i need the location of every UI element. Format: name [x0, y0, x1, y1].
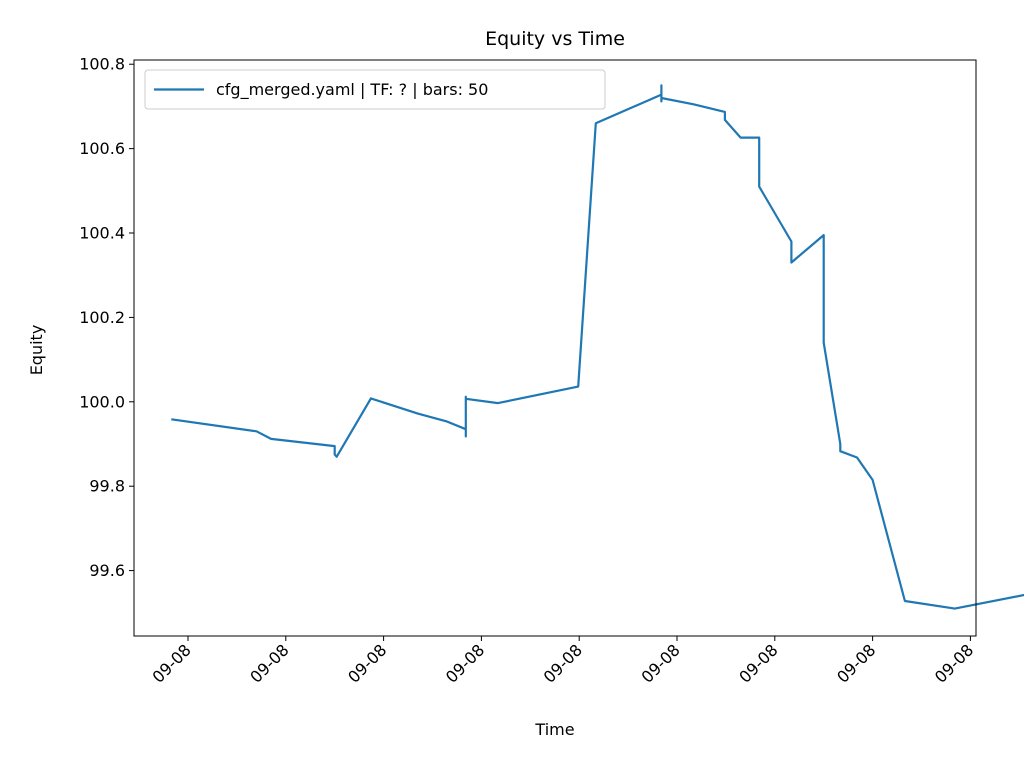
- y-tick-label: 100.2: [79, 308, 125, 327]
- series-line: [171, 84, 1024, 610]
- legend-box: [144, 69, 606, 110]
- series-layer: [171, 84, 1024, 610]
- plot-frame: [133, 59, 977, 637]
- y-tick-label: 99.8: [89, 477, 125, 496]
- legend: cfg_merged.yaml | TF: ? | bars: 50: [144, 69, 606, 110]
- y-axis-label: Equity: [27, 325, 46, 376]
- y-axis-ticks: 99.6 99.8 100.0 100.2 100.4 100.6 100.8: [79, 55, 134, 580]
- y-tick-label: 100.6: [79, 139, 125, 158]
- chart-title: Equity vs Time: [485, 28, 625, 50]
- x-axis-label: Time: [534, 720, 574, 739]
- y-tick-label: 100.4: [79, 224, 125, 243]
- plot-area: [134, 60, 976, 636]
- legend-entry: cfg_merged.yaml | TF: ? | bars: 50: [216, 80, 488, 100]
- y-tick-label: 100.0: [79, 392, 125, 411]
- y-tick-label: 99.6: [89, 561, 125, 580]
- y-tick-label: 100.8: [79, 55, 125, 74]
